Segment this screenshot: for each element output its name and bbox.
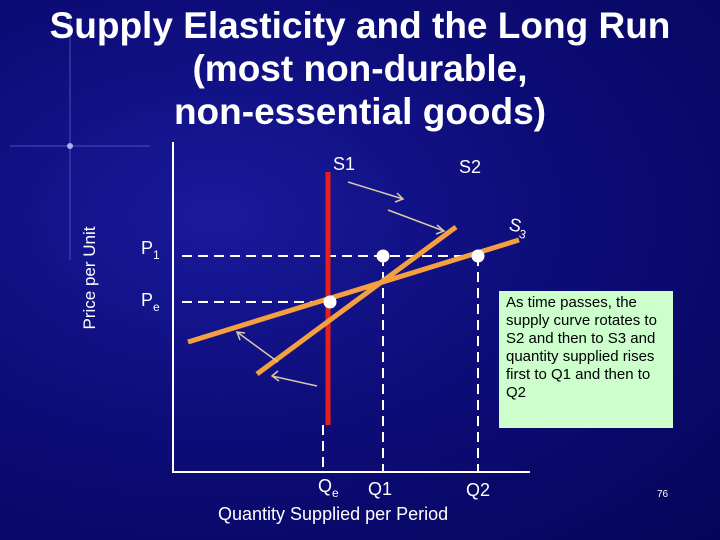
q1-label: Q1 bbox=[368, 479, 393, 499]
arrow-top-2 bbox=[387, 209, 445, 232]
arrow-bottom-2 bbox=[271, 375, 318, 387]
point-qe-pe bbox=[323, 295, 337, 309]
arrow-bottom-1-head bbox=[235, 331, 246, 341]
q2-label: Q2 bbox=[466, 480, 491, 500]
title-line-2: (most non-durable, bbox=[192, 48, 528, 89]
s2-curve bbox=[255, 224, 458, 377]
page-number: 76 bbox=[657, 489, 669, 500]
slide-title: Supply Elasticity and the Long Run (most… bbox=[0, 4, 720, 133]
arrow-top-1 bbox=[347, 181, 404, 200]
s1-label: S1 bbox=[333, 154, 356, 174]
point-q1-p1 bbox=[376, 249, 390, 263]
arrow-top-2-head bbox=[435, 224, 446, 235]
arrow-bottom-1 bbox=[236, 331, 279, 363]
arrow-bottom-2-head bbox=[270, 370, 280, 382]
title-line-3: non-essential goods) bbox=[173, 91, 547, 132]
pe-label-main: P bbox=[141, 290, 154, 310]
qe-label-sub: e bbox=[332, 486, 339, 500]
arrow-top-1-head bbox=[394, 192, 405, 203]
rotation-arrows bbox=[235, 181, 446, 387]
pe-label-sub: e bbox=[153, 300, 160, 314]
x-axis-label: Quantity Supplied per Period bbox=[218, 504, 449, 524]
pe-label: Pe bbox=[141, 290, 160, 314]
sparkle-center bbox=[67, 143, 73, 149]
p1-label-main: P bbox=[141, 238, 154, 258]
explanation-note: As time passes, the supply curve rotates… bbox=[499, 291, 673, 428]
s2-label: S2 bbox=[459, 157, 482, 177]
qe-label-main: Q bbox=[318, 476, 333, 496]
p1-label: P1 bbox=[141, 238, 160, 262]
point-q2-p1 bbox=[471, 249, 485, 263]
s3-curve bbox=[187, 237, 520, 345]
qe-label: Qe bbox=[318, 476, 339, 500]
y-axis-label: Price per Unit bbox=[80, 226, 99, 330]
p1-label-sub: 1 bbox=[153, 248, 160, 262]
title-line-1: Supply Elasticity and the Long Run bbox=[49, 5, 671, 46]
